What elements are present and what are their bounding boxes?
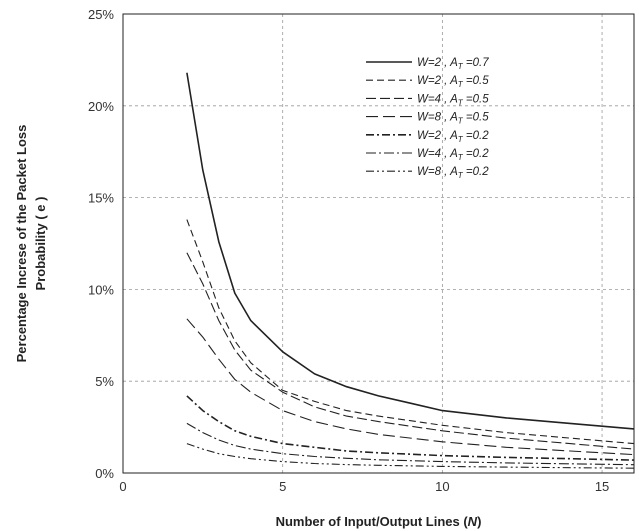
- legend-label: W=2 , AT =0.2: [417, 130, 489, 144]
- series-line-4: [186, 318, 635, 456]
- gridlines: [123, 14, 634, 473]
- x-tick-label: 0: [119, 479, 126, 494]
- legend: W=2 , AT =0.7 W=2 , AT =0.5 W=4 , AT =0.5 W…: [366, 57, 489, 180]
- series-line-6: [186, 422, 635, 466]
- series-line-2: [186, 219, 635, 445]
- legend-label: W=4 , AT =0.5: [417, 93, 489, 107]
- series-lines: [186, 72, 635, 469]
- y-axis-title-line1: Percentage Increse of the Packet Loss: [14, 125, 29, 363]
- y-tick-label: 25%: [88, 7, 114, 22]
- plot-frame: [122, 13, 635, 474]
- x-axis-title: Number of Input/Output Lines (N): [276, 514, 482, 529]
- series-line-5: [186, 395, 635, 461]
- legend-label: W=2 , AT =0.7: [417, 57, 489, 71]
- y-tick-label: 15%: [88, 191, 114, 206]
- series-line-7: [186, 443, 635, 469]
- legend-label: W=4 , AT =0.2: [417, 148, 489, 162]
- tick-labels: 0 5 10 15 0% 5% 10% 15% 20% 25%: [88, 7, 609, 494]
- legend-label: W=8 , AT =0.2: [417, 166, 489, 180]
- x-tick-label: 10: [435, 479, 449, 494]
- x-tick-label: 15: [595, 479, 609, 494]
- y-axis-title-line2: Probability ( e ): [33, 197, 48, 291]
- legend-label: W=2 , AT =0.5: [417, 75, 489, 89]
- y-tick-label: 0%: [95, 466, 114, 481]
- series-line-1: [186, 72, 635, 430]
- series-line-3: [186, 252, 635, 450]
- y-tick-label: 5%: [95, 374, 114, 389]
- y-tick-label: 20%: [88, 99, 114, 114]
- y-tick-label: 10%: [88, 282, 114, 297]
- legend-label: W=8 , AT =0.5: [417, 112, 489, 126]
- x-tick-label: 5: [279, 479, 286, 494]
